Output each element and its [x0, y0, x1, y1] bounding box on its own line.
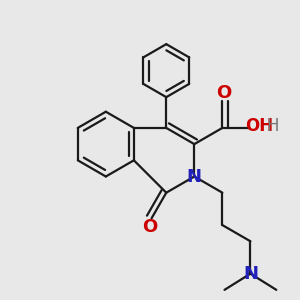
- Text: N: N: [243, 265, 258, 283]
- Text: H: H: [267, 117, 279, 135]
- Text: O: O: [142, 218, 158, 236]
- Text: OH: OH: [245, 117, 273, 135]
- Text: O: O: [216, 84, 232, 102]
- Text: N: N: [187, 167, 202, 185]
